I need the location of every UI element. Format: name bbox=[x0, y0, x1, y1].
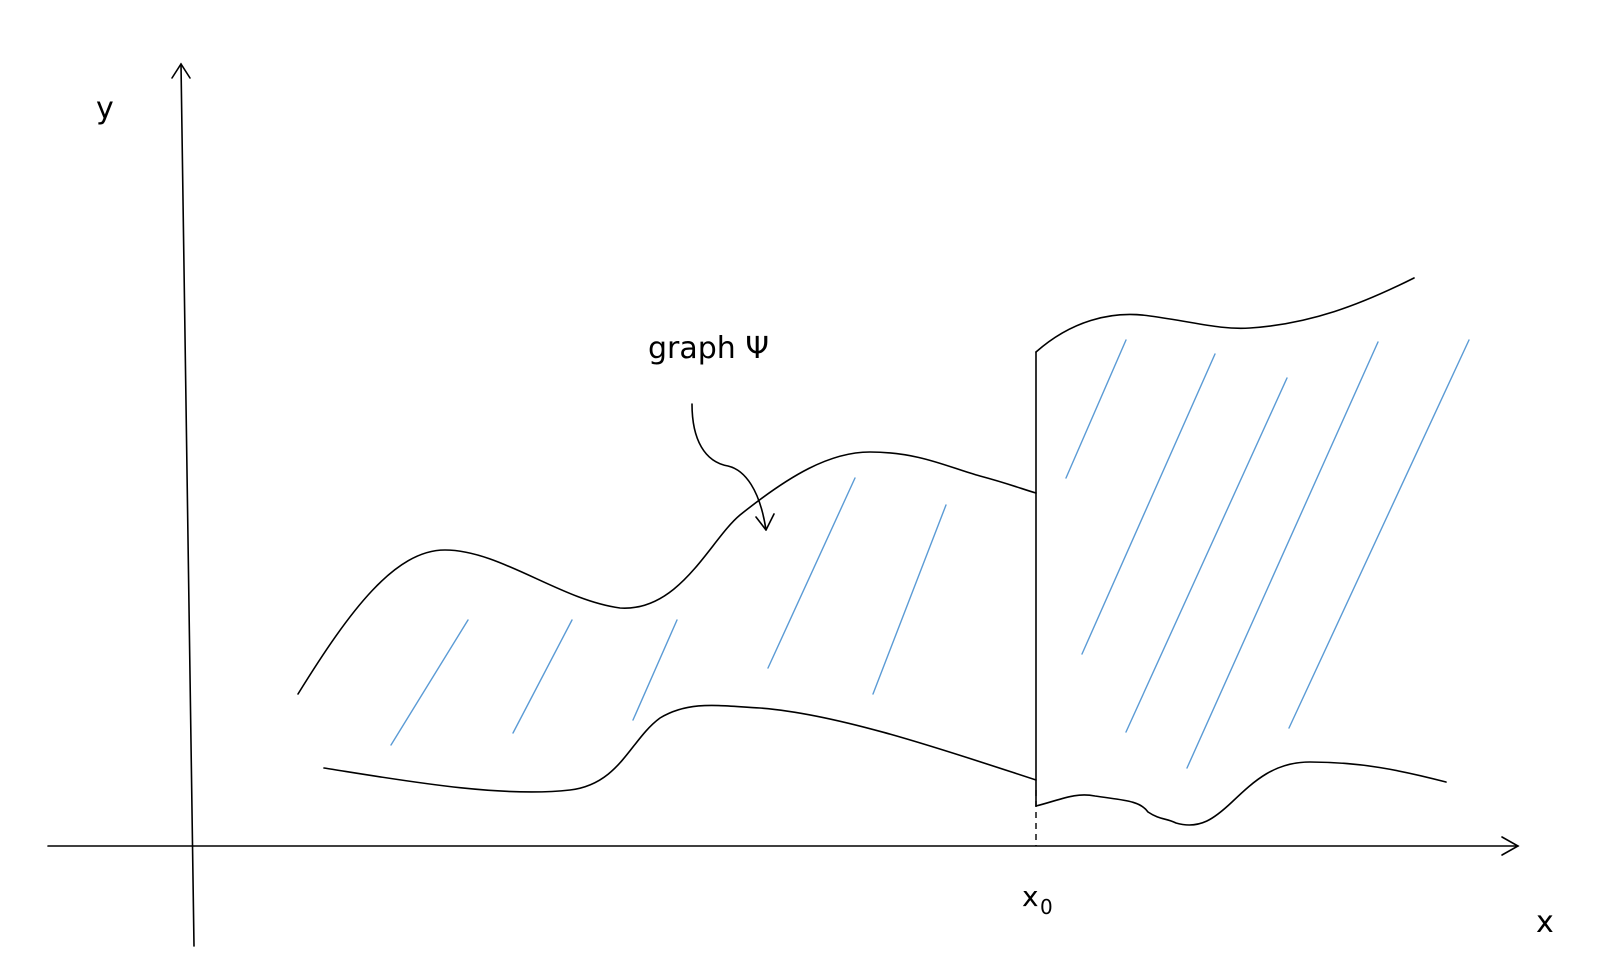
left-region bbox=[297, 451, 1037, 793]
graph-psi-annotation: graph Ψ bbox=[648, 331, 775, 531]
x0-label: x 0 bbox=[1022, 880, 1053, 919]
hatch-line bbox=[512, 619, 573, 734]
hatch-line bbox=[872, 504, 947, 695]
right-hatch-lines bbox=[1065, 339, 1470, 769]
hatch-line bbox=[632, 619, 678, 721]
y-axis-line bbox=[180, 63, 195, 947]
y-axis-arrowhead bbox=[171, 62, 191, 79]
annotation-pointer-arrow bbox=[691, 403, 767, 531]
annotation-arrowhead bbox=[755, 513, 775, 531]
right-region bbox=[1035, 277, 1470, 826]
hatch-line bbox=[1081, 353, 1216, 655]
hatch-line bbox=[390, 619, 469, 746]
x0-label-base: x bbox=[1022, 880, 1039, 913]
hatch-line bbox=[767, 477, 856, 669]
hatch-line bbox=[1125, 377, 1288, 733]
y-axis-label: y bbox=[96, 91, 114, 126]
right-upper-curve bbox=[1035, 277, 1415, 353]
graph-psi-label: graph Ψ bbox=[648, 331, 769, 366]
left-hatch-lines bbox=[390, 477, 947, 746]
x0-label-subscript: 0 bbox=[1040, 895, 1053, 919]
x-axis-arrowhead bbox=[1501, 836, 1520, 856]
x-axis-label: x bbox=[1536, 905, 1554, 940]
axes bbox=[47, 62, 1520, 947]
left-lower-curve bbox=[323, 704, 1037, 793]
right-lower-curve bbox=[1035, 761, 1447, 826]
hatch-line bbox=[1288, 339, 1470, 729]
hatch-line bbox=[1065, 339, 1127, 479]
left-upper-curve bbox=[297, 451, 1037, 695]
hatch-line bbox=[1186, 341, 1379, 769]
